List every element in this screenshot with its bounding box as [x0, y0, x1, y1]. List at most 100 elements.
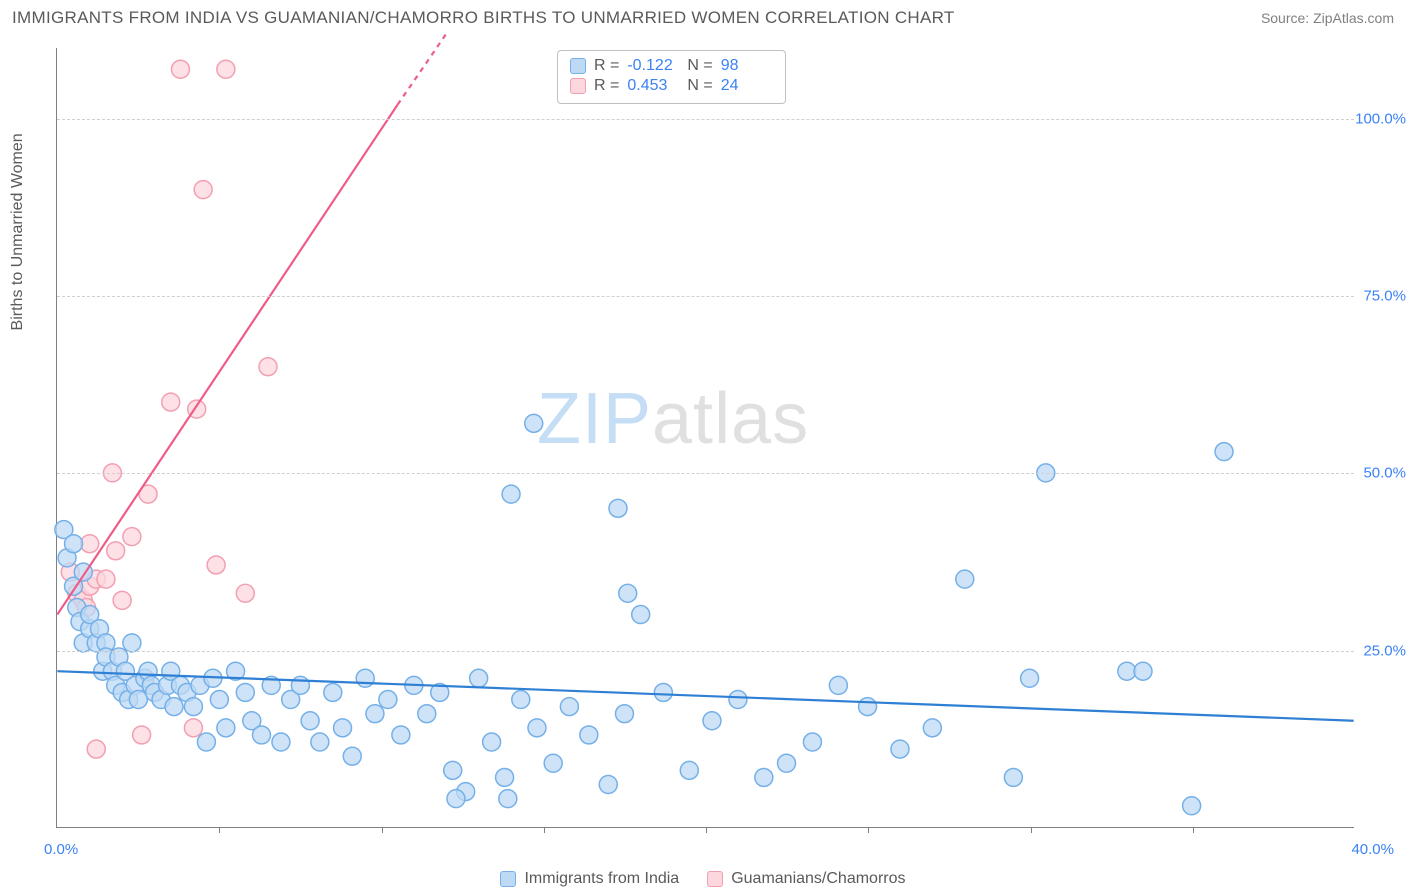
x-tick-min: 0.0%: [44, 841, 78, 858]
data-point: [755, 768, 773, 786]
title-bar: IMMIGRANTS FROM INDIA VS GUAMANIAN/CHAMO…: [12, 8, 1394, 28]
n-value-a: 98: [721, 57, 773, 75]
data-point: [97, 570, 115, 588]
data-point: [923, 719, 941, 737]
data-point: [680, 761, 698, 779]
data-point: [829, 676, 847, 694]
y-tick-label: 50.0%: [1363, 465, 1406, 482]
data-point: [129, 691, 147, 709]
data-point: [65, 535, 83, 553]
r-value-b: 0.453: [627, 77, 679, 95]
data-point: [113, 591, 131, 609]
data-point: [512, 691, 530, 709]
n-label: N =: [687, 57, 712, 75]
data-point: [496, 768, 514, 786]
data-point: [324, 683, 342, 701]
legend-label-b: Guamanians/Chamorros: [731, 870, 905, 888]
data-point: [418, 705, 436, 723]
grid-line: [57, 119, 1354, 120]
data-point: [499, 790, 517, 808]
data-point: [259, 358, 277, 376]
data-point: [184, 698, 202, 716]
r-value-a: -0.122: [627, 57, 679, 75]
data-point: [87, 740, 105, 758]
data-point: [544, 754, 562, 772]
data-point: [379, 691, 397, 709]
data-point: [632, 606, 650, 624]
data-point: [210, 691, 228, 709]
data-point: [609, 499, 627, 517]
data-point: [1134, 662, 1152, 680]
data-point: [236, 683, 254, 701]
data-point: [165, 698, 183, 716]
x-tick-mark: [706, 827, 707, 833]
x-tick-mark: [219, 827, 220, 833]
correlation-row-a: R = -0.122 N = 98: [570, 57, 773, 75]
swatch-a-icon: [570, 58, 586, 74]
y-axis-title: Births to Unmarried Women: [9, 133, 27, 330]
plot-area: ZIPatlas R = -0.122 N = 98 R = 0.453 N =…: [56, 48, 1354, 828]
data-point: [703, 712, 721, 730]
data-point: [356, 669, 374, 687]
x-tick-mark: [868, 827, 869, 833]
data-point: [891, 740, 909, 758]
data-point: [123, 634, 141, 652]
data-point: [528, 719, 546, 737]
y-tick-label: 100.0%: [1355, 110, 1406, 127]
data-point: [1215, 443, 1233, 461]
data-point: [729, 691, 747, 709]
data-point: [1004, 768, 1022, 786]
data-point: [217, 60, 235, 78]
data-point: [194, 181, 212, 199]
data-point: [171, 60, 189, 78]
data-point: [392, 726, 410, 744]
data-point: [778, 754, 796, 772]
data-point: [447, 790, 465, 808]
data-point: [1021, 669, 1039, 687]
data-point: [107, 542, 125, 560]
data-point: [184, 719, 202, 737]
correlation-legend: R = -0.122 N = 98 R = 0.453 N = 24: [557, 50, 786, 104]
data-point: [619, 584, 637, 602]
data-point: [654, 683, 672, 701]
data-point: [859, 698, 877, 716]
data-point: [272, 733, 290, 751]
y-tick-label: 25.0%: [1363, 642, 1406, 659]
data-point: [343, 747, 361, 765]
data-point: [1183, 797, 1201, 815]
data-point: [81, 535, 99, 553]
correlation-row-b: R = 0.453 N = 24: [570, 77, 773, 95]
data-point: [444, 761, 462, 779]
data-point: [207, 556, 225, 574]
data-point: [162, 393, 180, 411]
x-tick-mark: [382, 827, 383, 833]
legend-item-b: Guamanians/Chamorros: [707, 870, 905, 888]
n-value-b: 24: [721, 77, 773, 95]
y-tick-label: 75.0%: [1363, 288, 1406, 305]
legend-item-a: Immigrants from India: [500, 870, 679, 888]
chart-title: IMMIGRANTS FROM INDIA VS GUAMANIAN/CHAMO…: [12, 8, 955, 28]
data-point: [133, 726, 151, 744]
grid-line: [57, 296, 1354, 297]
data-point: [366, 705, 384, 723]
data-point: [301, 712, 319, 730]
data-point: [803, 733, 821, 751]
data-point: [483, 733, 501, 751]
data-point: [236, 584, 254, 602]
data-point: [502, 485, 520, 503]
data-point: [217, 719, 235, 737]
n-label: N =: [687, 77, 712, 95]
grid-line: [57, 651, 1354, 652]
x-tick-mark: [1031, 827, 1032, 833]
swatch-a-icon: [500, 871, 516, 887]
r-label: R =: [594, 57, 619, 75]
data-point: [123, 528, 141, 546]
data-point: [197, 733, 215, 751]
x-tick-mark: [1193, 827, 1194, 833]
x-tick-mark: [544, 827, 545, 833]
data-point: [615, 705, 633, 723]
data-point: [334, 719, 352, 737]
swatch-b-icon: [707, 871, 723, 887]
swatch-b-icon: [570, 78, 586, 94]
plot-svg: [57, 48, 1354, 827]
